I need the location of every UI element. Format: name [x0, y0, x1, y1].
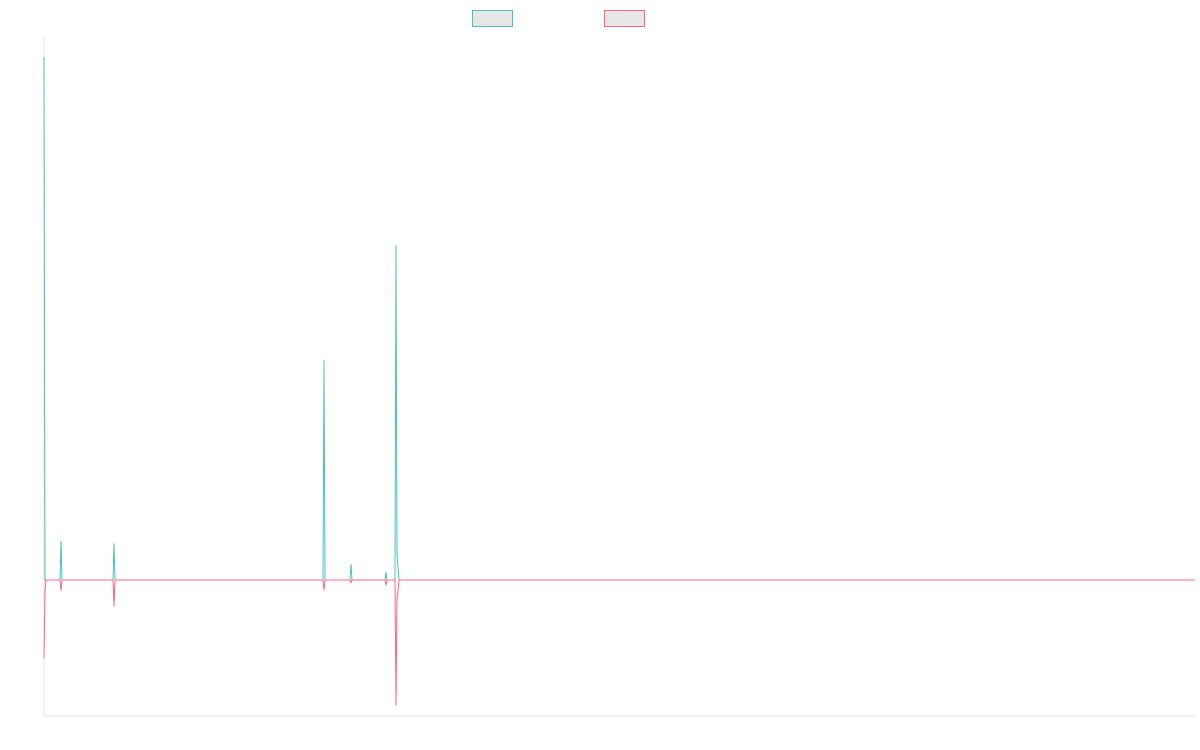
legend-swatch-2: [604, 10, 645, 27]
series-line-2: [43, 579, 1195, 706]
series-line-1: [43, 56, 1195, 581]
legend-item-2[interactable]: [604, 10, 645, 27]
legend-item-1[interactable]: [472, 10, 513, 27]
legend-swatch-1: [472, 10, 513, 27]
